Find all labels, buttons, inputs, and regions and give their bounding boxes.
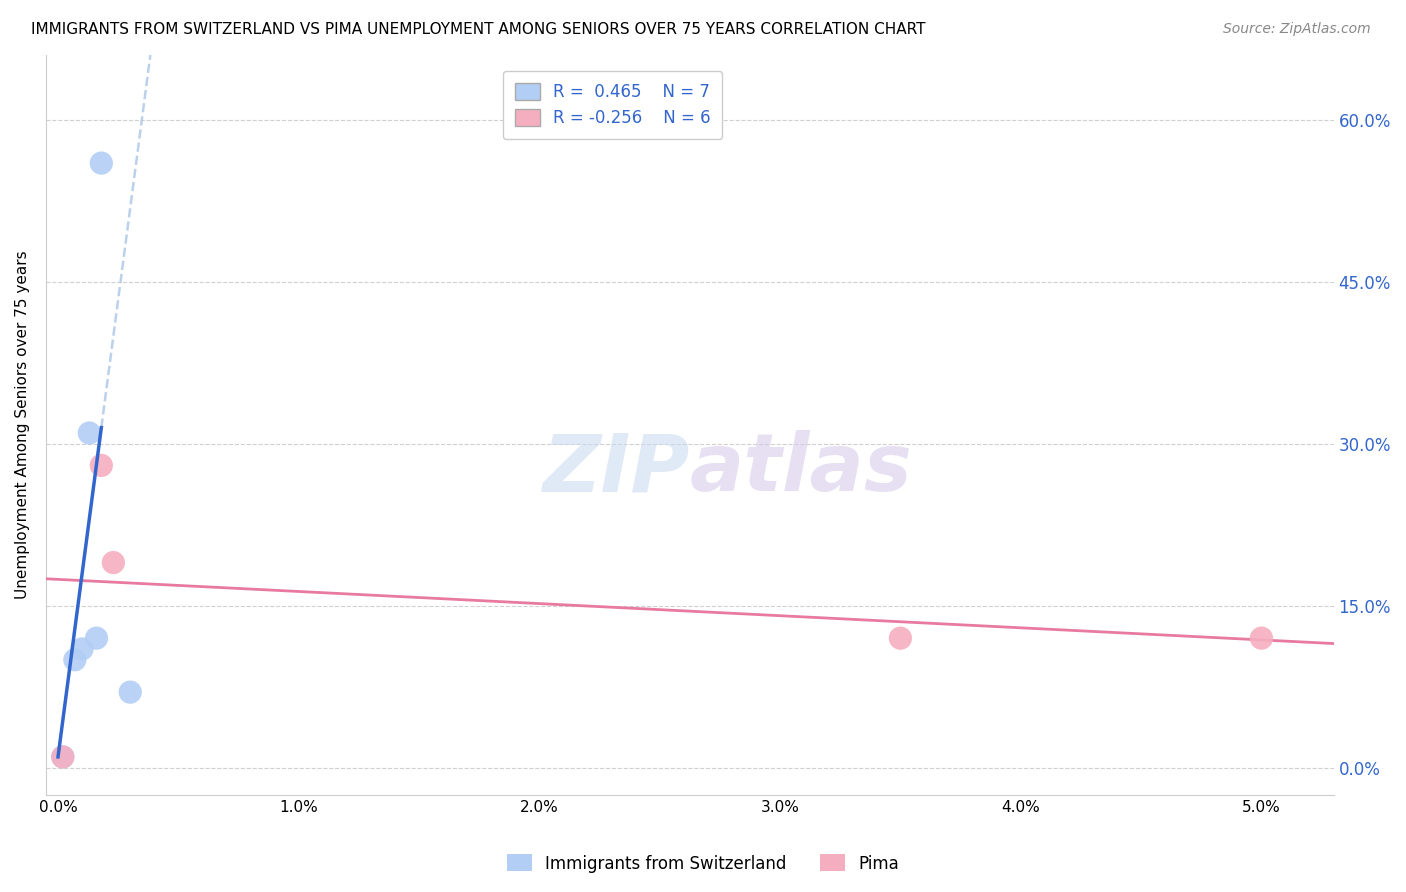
Point [90,458,112,473]
Point [52,750,75,764]
Point [120,685,142,699]
Point [1250,631,1272,645]
Y-axis label: Unemployment Among Seniors over 75 years: Unemployment Among Seniors over 75 years [15,251,30,599]
Point [70,642,93,657]
Point [52,750,75,764]
Text: IMMIGRANTS FROM SWITZERLAND VS PIMA UNEMPLOYMENT AMONG SENIORS OVER 75 YEARS COR: IMMIGRANTS FROM SWITZERLAND VS PIMA UNEM… [31,22,925,37]
Point [90,156,112,170]
Legend: Immigrants from Switzerland, Pima: Immigrants from Switzerland, Pima [501,847,905,880]
Point [103,556,125,570]
Text: ZIP: ZIP [543,430,690,508]
Point [63,653,86,667]
Point [79,425,101,440]
Point [86,631,108,645]
Legend: R =  0.465    N = 7, R = -0.256    N = 6: R = 0.465 N = 7, R = -0.256 N = 6 [503,70,723,139]
Text: atlas: atlas [690,430,912,508]
Point [889,631,911,645]
Text: Source: ZipAtlas.com: Source: ZipAtlas.com [1223,22,1371,37]
